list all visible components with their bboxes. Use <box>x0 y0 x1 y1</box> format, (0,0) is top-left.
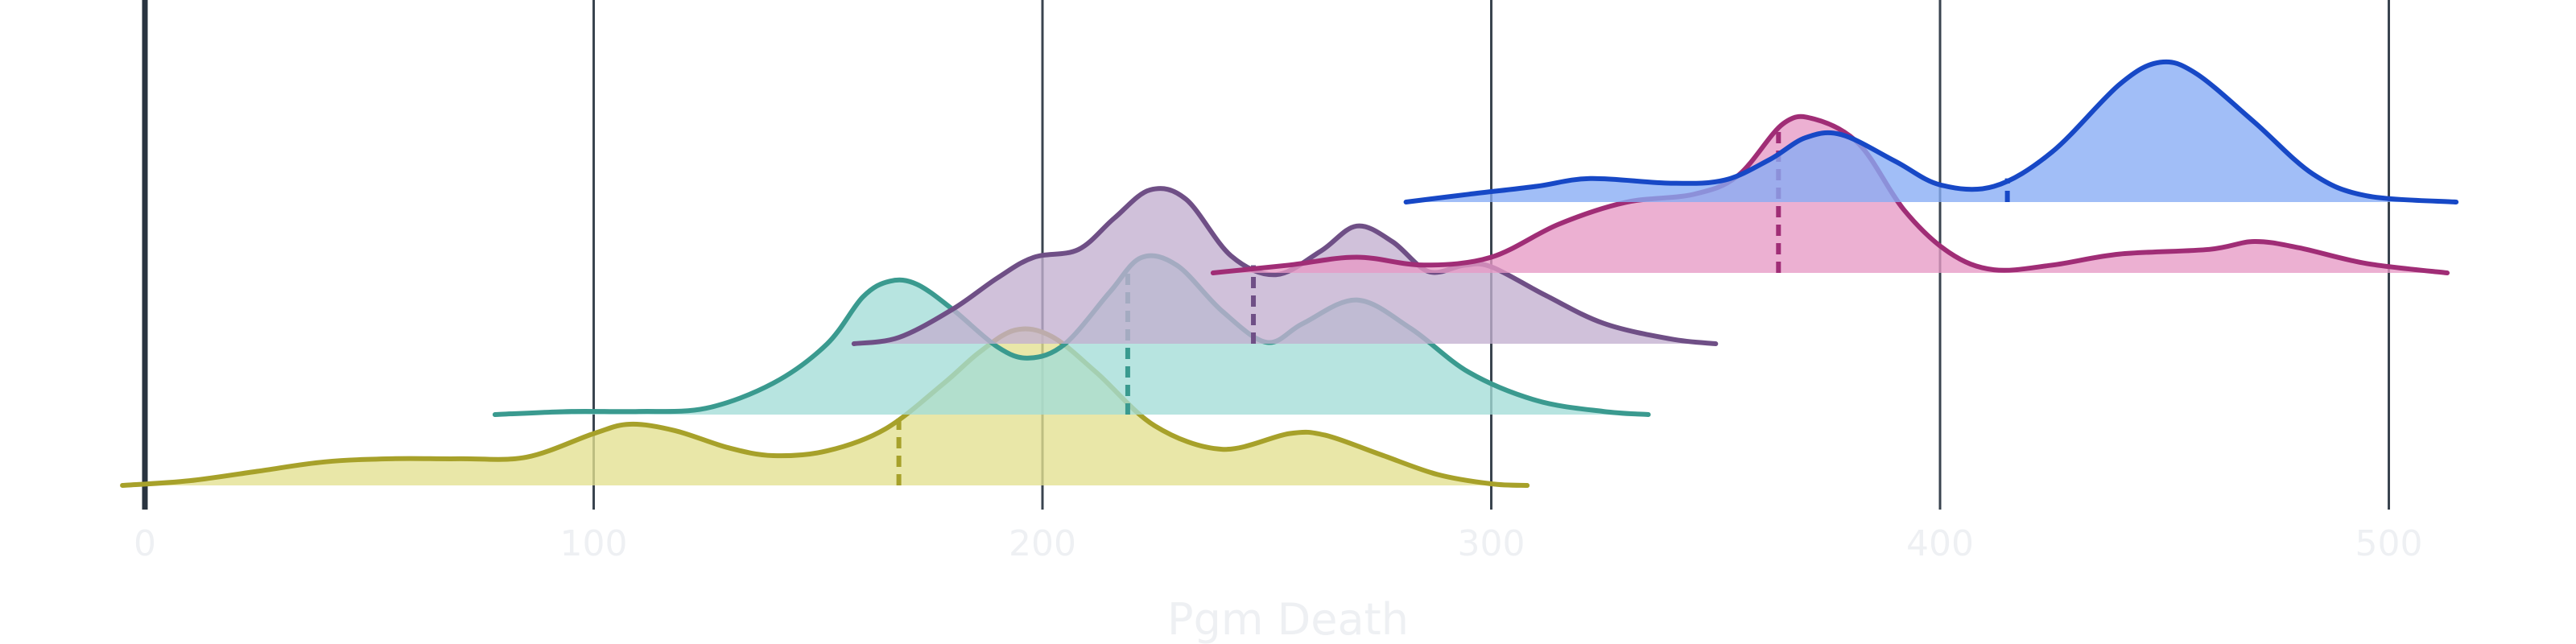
x-tick-label: 500 <box>2355 523 2423 564</box>
x-tick-label: 400 <box>1906 523 1974 564</box>
ridge-series-group <box>120 59 2459 488</box>
ridge-density-line <box>1403 59 2459 204</box>
ridge-series <box>1403 59 2459 204</box>
ridge-series <box>851 186 1719 346</box>
ridge-density-area <box>853 188 1716 344</box>
x-tick-label: 0 <box>134 523 156 564</box>
x-tick-label: 200 <box>1009 523 1076 564</box>
ridge-density-line <box>851 186 1719 346</box>
ridge-density-area <box>1406 61 2457 202</box>
grid-lines <box>142 0 2390 510</box>
ridge-series <box>120 326 1530 488</box>
x-axis-title: Pgm Death <box>1167 594 1409 644</box>
ridge-density-line <box>120 326 1530 488</box>
x-tick-label: 100 <box>560 523 628 564</box>
x-axis-ticks: 0 100 200 300 400 500 <box>134 523 2422 564</box>
ridge-density-area <box>122 328 1528 485</box>
ridge-density-area <box>494 255 1649 415</box>
x-tick-label: 300 <box>1458 523 1525 564</box>
ridge-density-line <box>1210 114 2450 275</box>
